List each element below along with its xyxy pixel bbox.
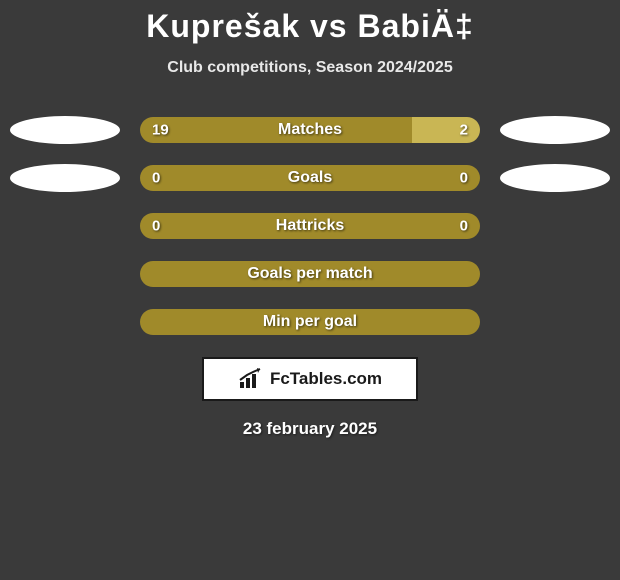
bar-label: Matches	[278, 121, 342, 139]
stat-bar: 0 0 Hattricks	[140, 213, 480, 239]
stat-bar: 0 0 Goals	[140, 165, 480, 191]
stat-row: 0 0 Hattricks	[0, 213, 620, 239]
bar-right-fill	[412, 117, 480, 143]
left-value: 19	[152, 122, 169, 139]
stats-rows: 19 2 Matches 0 0 Goals 0 0 Hattricks Goals per ma…	[0, 117, 620, 335]
logo-box: FcTables.com	[202, 357, 418, 401]
stat-bar: Goals per match	[140, 261, 480, 287]
main-container: Kuprešak vs BabiÄ‡ Club competitions, Se…	[0, 0, 620, 439]
right-player-oval	[500, 164, 610, 192]
bar-left-fill	[140, 117, 412, 143]
footer-date: 23 february 2025	[0, 419, 620, 439]
right-value: 0	[460, 218, 468, 235]
left-value: 0	[152, 170, 160, 187]
subtitle: Club competitions, Season 2024/2025	[0, 59, 620, 77]
bar-label: Min per goal	[263, 313, 357, 331]
bar-label: Goals per match	[247, 265, 372, 283]
left-value: 0	[152, 218, 160, 235]
left-player-oval	[10, 164, 120, 192]
logo-text: FcTables.com	[270, 369, 382, 389]
stat-row: Min per goal	[0, 309, 620, 335]
stat-bar: 19 2 Matches	[140, 117, 480, 143]
bar-label: Goals	[288, 169, 332, 187]
right-value: 2	[460, 122, 468, 139]
stat-bar: Min per goal	[140, 309, 480, 335]
bar-label: Hattricks	[276, 217, 344, 235]
left-player-oval	[10, 116, 120, 144]
stat-row: 0 0 Goals	[0, 165, 620, 191]
right-player-oval	[500, 116, 610, 144]
logo-chart-icon	[238, 368, 264, 390]
stat-row: 19 2 Matches	[0, 117, 620, 143]
page-title: Kuprešak vs BabiÄ‡	[0, 8, 620, 45]
right-value: 0	[460, 170, 468, 187]
stat-row: Goals per match	[0, 261, 620, 287]
